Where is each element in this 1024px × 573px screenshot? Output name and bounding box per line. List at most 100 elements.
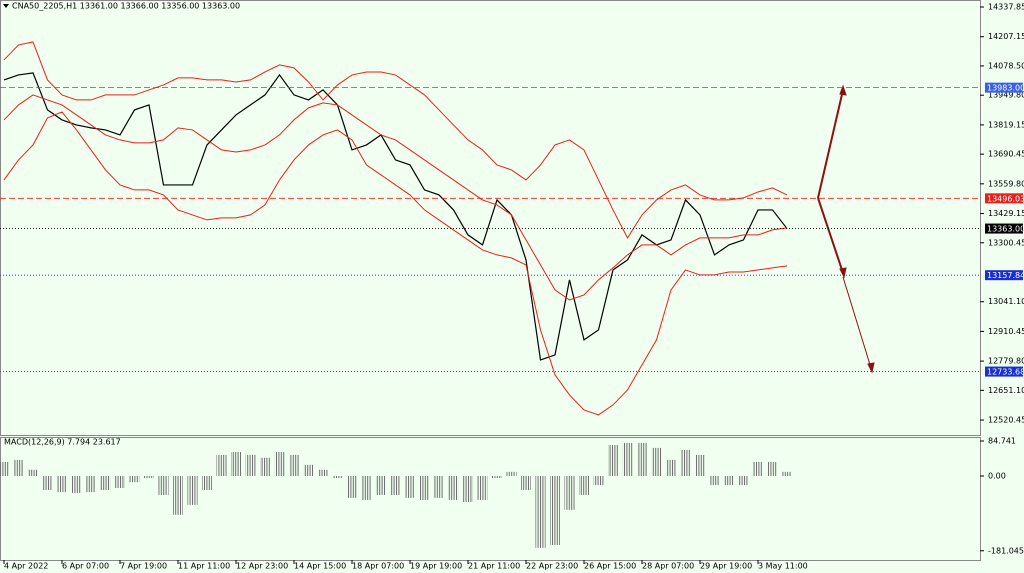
macd-bar	[202, 475, 212, 491]
macd-bar	[477, 475, 488, 500]
macd-bar	[579, 475, 589, 495]
level-label: 13363.00	[987, 225, 1024, 234]
macd-bar	[318, 469, 328, 476]
y-tick-label: 12651.10	[988, 386, 1024, 395]
macd-bar	[492, 475, 502, 479]
macd-bar	[289, 454, 299, 476]
macd-bar	[782, 471, 792, 476]
macd-bar	[695, 454, 705, 476]
macd-bar	[115, 475, 125, 488]
macd-bar	[593, 475, 604, 486]
x-tick-label: 14 Apr 15:00	[294, 562, 346, 571]
macd-bar	[129, 475, 140, 483]
macd-bar	[158, 475, 169, 495]
y-tick-label: 13429.15	[988, 209, 1024, 218]
x-tick-label: 18 Apr 07:00	[352, 562, 404, 571]
macd-panel	[0, 437, 981, 561]
macd-bar	[738, 475, 749, 486]
level-label: 13983.00	[987, 84, 1024, 93]
macd-bar	[13, 459, 24, 476]
macd-bar	[724, 475, 734, 486]
y-tick-label: 84.741	[988, 436, 1016, 445]
x-tick-label: 7 Apr 19:00	[120, 562, 167, 571]
y-tick-label: 13819.15	[988, 120, 1024, 129]
macd-bar	[550, 475, 560, 545]
x-tick-label: 29 Apr 19:00	[700, 562, 752, 571]
macd-bar	[608, 445, 618, 476]
macd-bar	[637, 442, 647, 476]
y-tick-label: 14078.50	[988, 61, 1024, 70]
macd-bar	[376, 475, 386, 495]
level-label-box	[985, 82, 1023, 93]
y-tick-label: 13300.45	[988, 238, 1024, 247]
level-label-box	[985, 270, 1023, 281]
macd-bar	[260, 457, 270, 476]
macd-bar	[564, 475, 575, 510]
y-tick-label: 13949.80	[988, 91, 1024, 100]
macd-bar	[506, 471, 517, 476]
x-tick-label: 28 Apr 07:00	[642, 562, 694, 571]
macd-bar	[419, 475, 430, 500]
x-tick-label: 6 Apr 07:00	[62, 562, 109, 571]
macd-bar	[622, 442, 633, 476]
y-tick-label: 0.00	[988, 471, 1006, 480]
macd-bar	[680, 449, 691, 476]
macd-bar	[86, 475, 96, 493]
macd-bar	[28, 469, 38, 476]
macd-bar	[666, 459, 676, 476]
x-tick-label: 3 May 11:00	[758, 562, 808, 571]
band-line	[3, 94, 788, 301]
level-label: 12733.68	[987, 368, 1024, 377]
menu-icon[interactable]	[3, 4, 9, 8]
y-tick-label: 13041.10	[988, 297, 1024, 306]
macd-bar	[274, 452, 285, 476]
macd-bar	[303, 464, 314, 476]
y-tick-label: -181.045	[988, 546, 1024, 555]
macd-bar	[434, 475, 444, 498]
y-tick-label: 13559.80	[988, 179, 1024, 188]
macd-bar	[71, 475, 82, 493]
y-tick-label: 12779.80	[988, 357, 1024, 366]
x-tick-label: 21 Apr 11:00	[468, 562, 520, 571]
level-label-box	[985, 223, 1023, 234]
macd-bar	[144, 475, 154, 479]
y-tick-label: 12520.45	[988, 416, 1024, 425]
band-line	[3, 111, 788, 416]
x-tick-label: 4 Apr 2022	[4, 562, 48, 571]
macd-title: MACD(12,26,9) 7.794 23.617	[4, 438, 121, 447]
y-tick-label: 13690.45	[988, 150, 1024, 159]
y-tick-label: 14337.85	[988, 3, 1024, 12]
x-tick-label: 26 Apr 15:00	[584, 562, 636, 571]
macd-bar	[231, 452, 241, 476]
projection-arrows	[817, 84, 875, 374]
y-tick-label: 12910.45	[988, 327, 1024, 336]
macd-bar	[100, 475, 111, 491]
macd-bar	[521, 475, 531, 491]
macd-bar	[405, 475, 415, 498]
macd-bar	[535, 475, 546, 548]
macd-bar	[709, 475, 720, 486]
macd-bar	[463, 475, 473, 503]
band-line	[3, 41, 788, 239]
x-tick-label: 12 Apr 23:00	[236, 562, 288, 571]
y-tick-label: 14207.15	[988, 32, 1024, 41]
level-label-box	[985, 366, 1023, 377]
macd-bar	[651, 447, 662, 476]
macd-bar	[173, 475, 183, 515]
level-label-box	[985, 193, 1023, 204]
macd-bar	[347, 475, 357, 498]
macd-bar	[753, 461, 763, 476]
main-panel	[0, 0, 981, 436]
x-tick-label: 19 Apr 19:00	[410, 562, 462, 571]
macd-bar	[42, 475, 53, 491]
level-label: 13157.84	[987, 271, 1024, 280]
macd-bar	[448, 475, 459, 500]
macd-bar	[57, 475, 67, 493]
macd-bar	[0, 461, 9, 476]
macd-bar	[361, 475, 372, 500]
x-tick-label: 22 Apr 23:00	[526, 562, 578, 571]
chart-title: CNA50_2205,H1 13361.00 13366.00 13356.00…	[12, 2, 240, 11]
x-tick-label: 11 Apr 11:00	[178, 562, 230, 571]
